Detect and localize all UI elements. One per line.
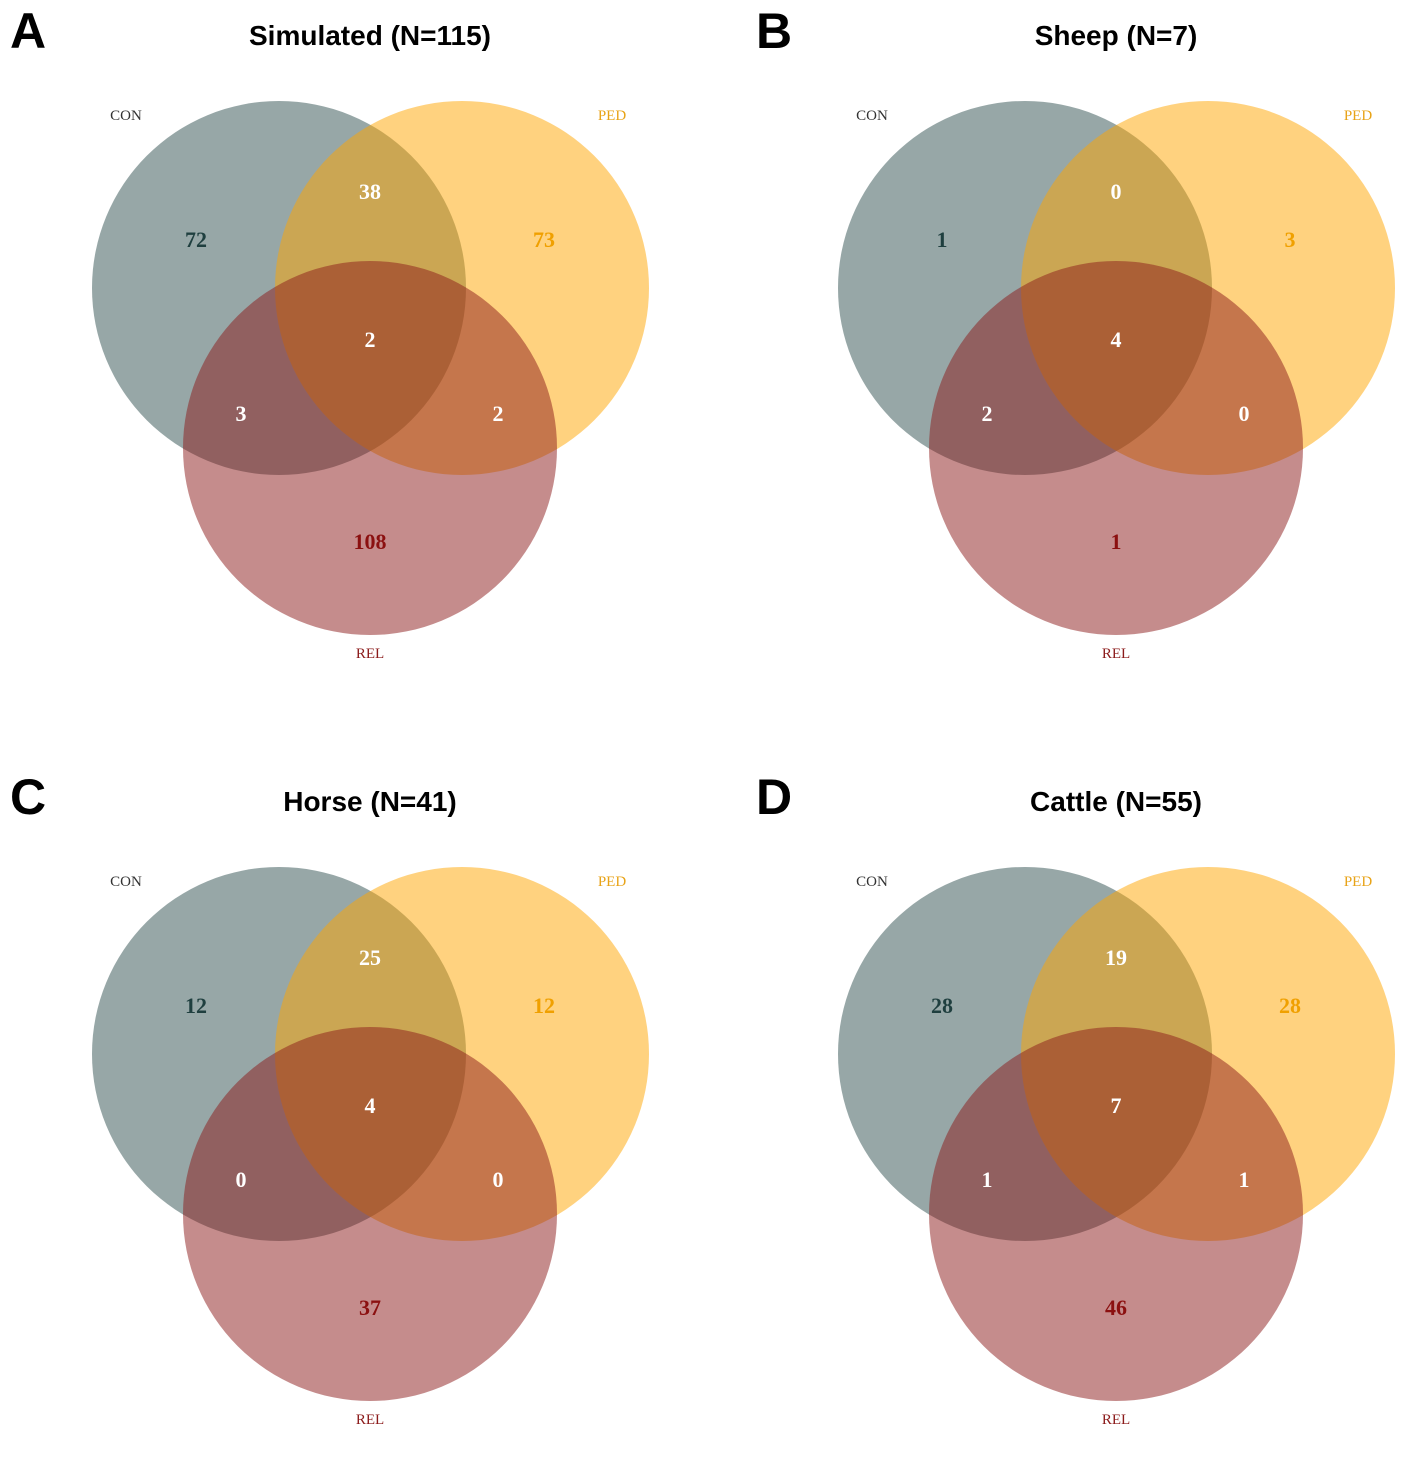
set-label-ped: PED [598,874,627,890]
set-label-con: CON [856,108,888,124]
venn-circle-rel [929,1027,1303,1401]
region-count-all: 4 [365,1093,376,1118]
region-count-all: 7 [1111,1093,1122,1118]
region-count-all: 4 [1111,327,1122,352]
region-count-con-ped: 25 [359,945,381,970]
region-count-con-rel: 1 [982,1167,993,1192]
panel-letter: C [10,769,47,825]
venn-panel-a: A Simulated (N=115) CON PED REL 72 73 108 38 3 2… [0,0,700,714]
region-count-con-only: 1 [937,227,948,252]
region-count-ped-rel: 1 [1239,1167,1250,1192]
set-label-con: CON [110,874,142,890]
region-count-ped-only: 12 [533,993,555,1018]
panel-letter: D [756,769,793,825]
venn-diagram: CON PED REL 12 12 37 25 0 0 4 [92,867,649,1428]
region-count-con-ped: 19 [1105,945,1127,970]
panel-letter: B [756,3,793,59]
venn-circle-rel [183,1027,557,1401]
set-label-rel: REL [1102,646,1130,662]
region-count-con-rel: 2 [982,401,993,426]
panel-letter: A [10,3,47,59]
region-count-con-rel: 0 [236,1167,247,1192]
venn-panel-d: D Cattle (N=55) CON PED REL 28 28 46 19 1 1 7 [746,766,1401,1480]
region-count-ped-only: 28 [1279,993,1301,1018]
venn-diagram: CON PED REL 72 73 108 38 3 2 2 [92,101,649,662]
venn-diagram: CON PED REL 1 3 1 0 2 0 4 [838,101,1395,662]
panel-title: Horse (N=41) [283,786,457,817]
region-count-ped-rel: 0 [1239,401,1250,426]
region-count-rel-only: 37 [359,1295,381,1320]
venn-circle-rel [929,261,1303,635]
panel-title: Cattle (N=55) [1030,786,1202,817]
panel-title: Sheep (N=7) [1034,20,1198,51]
venn-diagram: CON PED REL 28 28 46 19 1 1 7 [838,867,1395,1428]
region-count-ped-only: 3 [1285,227,1296,252]
set-label-rel: REL [356,1412,384,1428]
set-label-con: CON [856,874,888,890]
region-count-con-ped: 38 [359,179,381,204]
set-label-con: CON [110,108,142,124]
region-count-rel-only: 46 [1105,1295,1127,1320]
venn-panel-b: B Sheep (N=7) CON PED REL 1 3 1 0 2 0 4 [746,0,1401,714]
region-count-con-only: 12 [185,993,207,1018]
region-count-ped-rel: 0 [493,1167,504,1192]
venn-panel-c: C Horse (N=41) CON PED REL 12 12 37 25 0 0 4 [0,766,700,1480]
set-label-rel: REL [356,646,384,662]
region-count-ped-only: 73 [533,227,555,252]
panel-title: Simulated (N=115) [249,20,491,51]
region-count-con-rel: 3 [236,401,247,426]
venn-circle-rel [183,261,557,635]
region-count-con-only: 28 [931,993,953,1018]
region-count-all: 2 [365,327,376,352]
region-count-rel-only: 1 [1111,529,1122,554]
set-label-ped: PED [598,108,627,124]
set-label-ped: PED [1344,874,1373,890]
region-count-con-only: 72 [185,227,207,252]
region-count-rel-only: 108 [354,529,387,554]
region-count-con-ped: 0 [1111,179,1122,204]
set-label-rel: REL [1102,1412,1130,1428]
region-count-ped-rel: 2 [493,401,504,426]
set-label-ped: PED [1344,108,1373,124]
